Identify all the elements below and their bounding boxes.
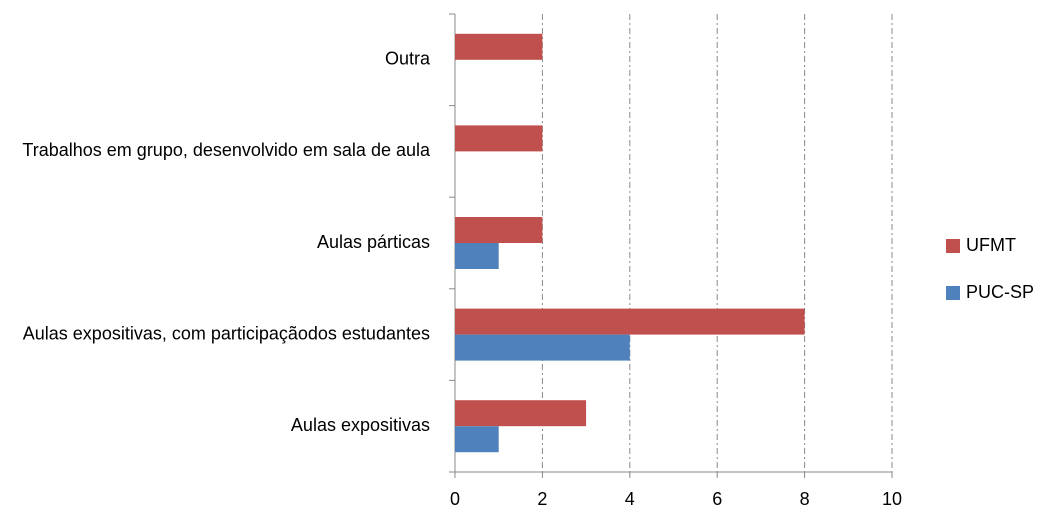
legend-swatch: [946, 286, 960, 300]
y-tick-label: Trabalhos em grupo, desenvolvido em sala…: [22, 140, 431, 160]
bar: [455, 217, 543, 243]
bar: [455, 243, 499, 269]
x-tick-label: 4: [625, 489, 635, 509]
x-tick-label: 6: [712, 489, 722, 509]
y-tick-label: Outra: [385, 49, 431, 69]
x-tick-label: 10: [882, 489, 902, 509]
bar: [455, 426, 499, 453]
x-tick-label: 2: [537, 489, 547, 509]
y-tick-label: Aulas expositivas, com participaçãodos e…: [23, 323, 430, 343]
bar: [455, 334, 630, 361]
bar: [455, 125, 543, 152]
x-tick-label: 8: [800, 489, 810, 509]
y-tick-label: Aulas párticas: [317, 232, 430, 252]
bar: [455, 400, 587, 427]
legend-label: PUC-SP: [966, 282, 1034, 302]
y-tick-label: Aulas expositivas: [291, 415, 430, 435]
bar: [455, 308, 805, 335]
legend-swatch: [946, 239, 960, 253]
bar: [455, 33, 543, 60]
legend-label: UFMT: [966, 235, 1016, 255]
x-tick-label: 0: [450, 489, 460, 509]
